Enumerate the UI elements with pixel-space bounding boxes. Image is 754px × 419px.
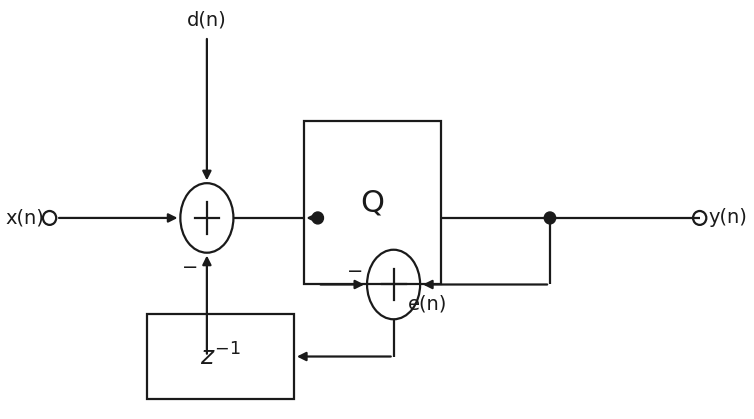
- Text: −: −: [347, 261, 363, 281]
- Text: −: −: [182, 258, 198, 277]
- Text: y(n): y(n): [708, 208, 747, 228]
- Text: $z^{-1}$: $z^{-1}$: [201, 343, 241, 370]
- Bar: [147, 314, 294, 399]
- Bar: [304, 121, 441, 285]
- Text: d(n): d(n): [187, 10, 227, 29]
- Circle shape: [544, 212, 556, 224]
- Text: Q: Q: [360, 188, 385, 217]
- Circle shape: [312, 212, 323, 224]
- Text: x(n): x(n): [5, 208, 44, 228]
- Text: e(n): e(n): [408, 295, 447, 313]
